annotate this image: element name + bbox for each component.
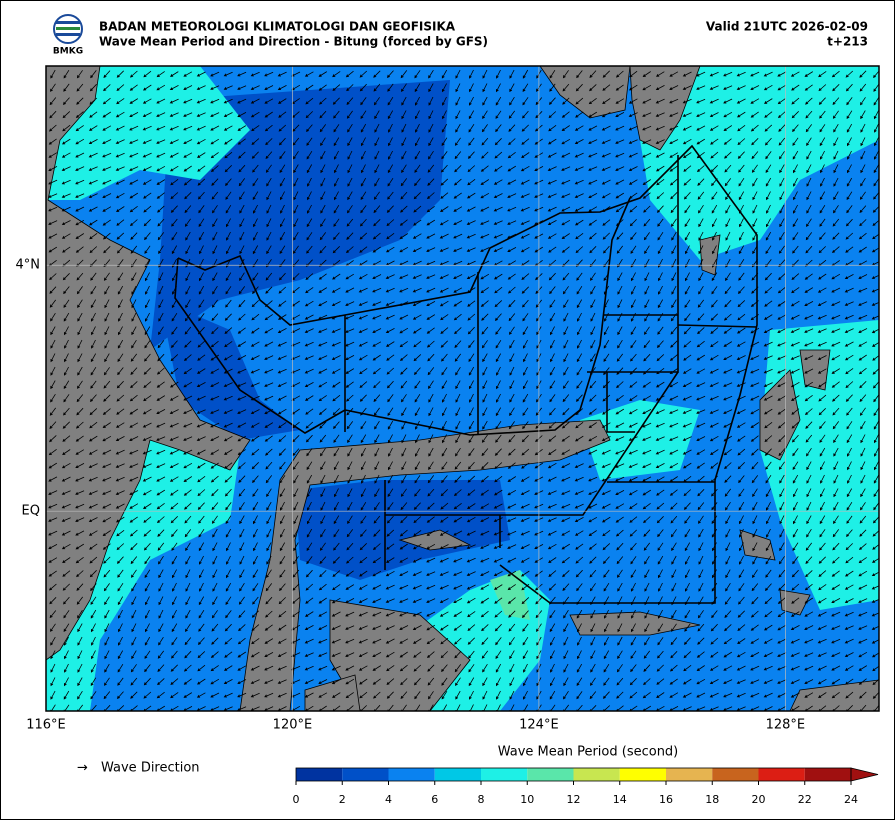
colorbar-tick-label: 20 <box>752 793 766 806</box>
x-tick-label: 116°E <box>26 718 66 733</box>
period-region <box>295 480 510 580</box>
map-title: Wave Mean Period and Direction - Bitung … <box>99 35 488 49</box>
colorbar-tick-label: 18 <box>705 793 719 806</box>
colorbar-tick-label: 2 <box>339 793 346 806</box>
colorbar-segment <box>434 768 481 781</box>
x-tick-label: 120°E <box>273 718 313 733</box>
colorbar-tick-label: 4 <box>385 793 392 806</box>
legend-symbol: → <box>77 761 88 776</box>
colorbar-tick-label: 22 <box>798 793 812 806</box>
colorbar-tick-label: 8 <box>478 793 485 806</box>
logo: BMKG <box>53 14 83 57</box>
period-region <box>580 400 700 480</box>
zones <box>174 144 758 604</box>
colorbar-label: Wave Mean Period (second) <box>498 745 679 760</box>
map <box>46 66 879 711</box>
colorbar-segment <box>342 768 389 781</box>
logo-text: BMKG <box>53 47 83 57</box>
colorbar-segment <box>666 768 713 781</box>
y-tick-label: 4°N <box>16 258 41 273</box>
colorbar-tick-label: 0 <box>293 793 300 806</box>
colorbar-tick-label: 10 <box>520 793 534 806</box>
colorbar-segment <box>712 768 759 781</box>
legend-label: Wave Direction <box>101 761 200 776</box>
period-region <box>490 570 530 620</box>
colorbar-segment <box>758 768 805 781</box>
colorbar-tick-label: 16 <box>659 793 673 806</box>
org-title: BADAN METEOROLOGI KLIMATOLOGI DAN GEOFIS… <box>99 20 456 34</box>
x-tick-label: 124°E <box>519 718 559 733</box>
colorbar-tick-label: 24 <box>844 793 858 806</box>
colorbar-segment <box>527 768 574 781</box>
period-region <box>46 66 250 200</box>
colorbar-segment <box>296 768 343 781</box>
colorbar-segment <box>481 768 528 781</box>
colorbar-tick-label: 14 <box>613 793 627 806</box>
colorbar-segment <box>388 768 435 781</box>
colorbar-segment <box>804 768 851 781</box>
colorbar-segment <box>573 768 620 781</box>
colorbar-tick-label: 12 <box>567 793 581 806</box>
map-border <box>45 65 880 712</box>
forecast-step: t+213 <box>827 35 868 49</box>
y-tick-label: EQ <box>22 504 40 519</box>
colorbar-tick-label: 6 <box>431 793 438 806</box>
colorbar-segment <box>619 768 666 781</box>
x-tick-label: 128°E <box>766 718 806 733</box>
valid-time: Valid 21UTC 2026-02-09 <box>706 20 868 34</box>
